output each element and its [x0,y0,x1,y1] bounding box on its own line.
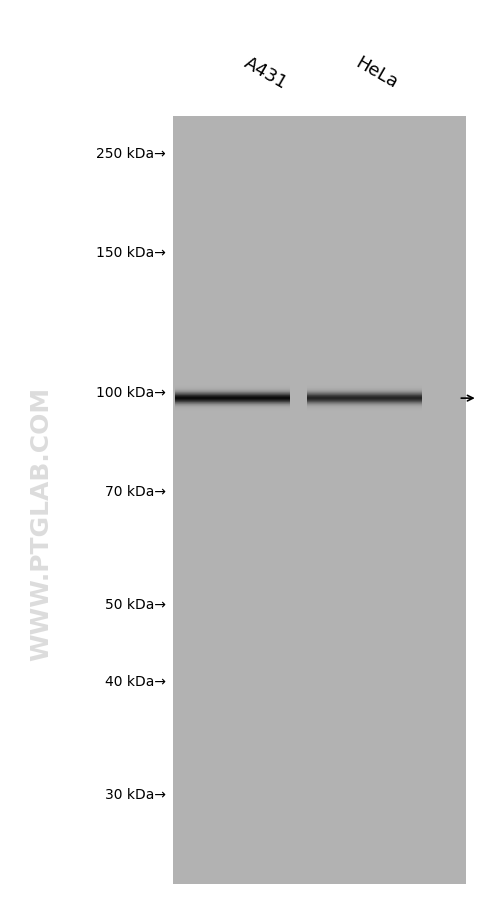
Text: A431: A431 [241,54,291,93]
Text: 30 kDa→: 30 kDa→ [105,787,166,801]
Text: 70 kDa→: 70 kDa→ [105,484,166,499]
Text: WWW.PTGLAB.COM: WWW.PTGLAB.COM [29,386,53,660]
Text: 100 kDa→: 100 kDa→ [96,385,166,400]
Text: 50 kDa→: 50 kDa→ [105,597,166,612]
Text: 40 kDa→: 40 kDa→ [105,674,166,688]
Bar [173,117,466,884]
Text: HeLa: HeLa [352,54,401,93]
Text: 150 kDa→: 150 kDa→ [96,245,166,260]
Text: 250 kDa→: 250 kDa→ [96,146,166,161]
